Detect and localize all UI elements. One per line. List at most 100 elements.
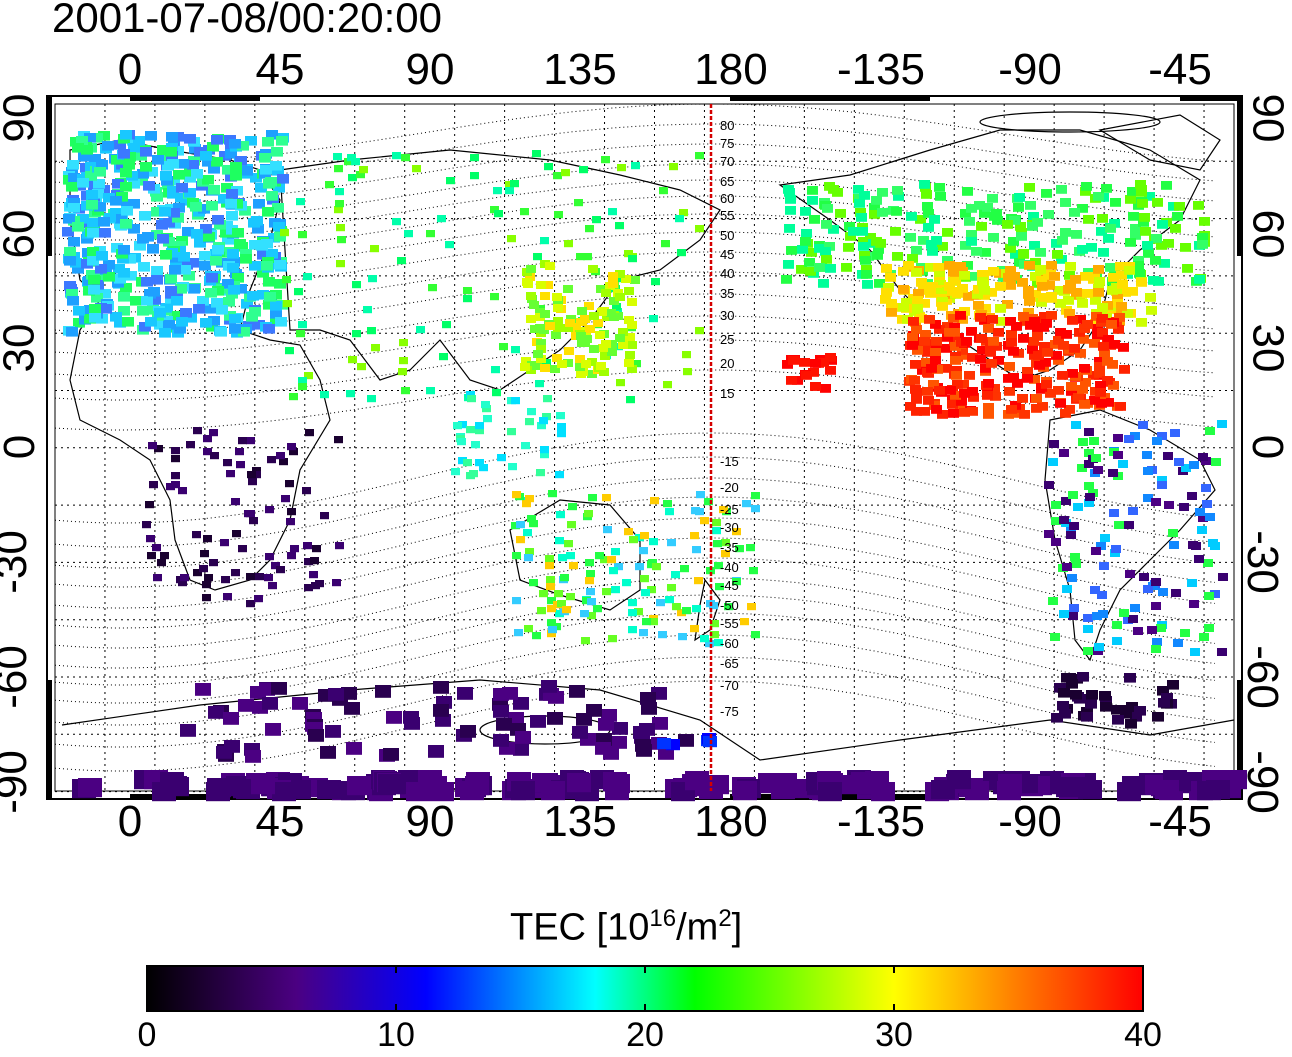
tec-cell — [887, 303, 898, 312]
tec-cell — [658, 631, 667, 639]
tec-cell — [212, 215, 224, 225]
tec-cell — [174, 324, 186, 334]
tec-cell — [966, 230, 977, 239]
tec-cell — [675, 215, 684, 223]
tec-cell — [542, 359, 551, 367]
tec-cell — [1180, 243, 1191, 252]
tec-cell — [1128, 212, 1139, 221]
tec-cell — [460, 781, 484, 801]
tec-cell — [520, 363, 530, 371]
tec-cell — [1009, 272, 1020, 281]
tec-cell — [1025, 321, 1036, 330]
tec-cell — [983, 410, 994, 419]
tec-cell — [265, 553, 274, 561]
tec-cell — [308, 729, 324, 742]
tec-cell — [1120, 709, 1132, 719]
tec-cell — [667, 539, 676, 547]
tec-cell — [1004, 387, 1015, 396]
tec-cell — [72, 222, 84, 232]
tec-cell — [751, 631, 760, 639]
tec-cell — [1077, 464, 1087, 472]
tec-cell — [66, 289, 78, 299]
tec-cell — [147, 552, 156, 560]
tec-cell — [640, 575, 649, 583]
tec-cell — [1003, 273, 1014, 282]
top-lon-label: -135 — [836, 45, 926, 94]
tec-cell — [1210, 590, 1220, 598]
tec-cell — [907, 341, 918, 350]
tec-cell — [786, 376, 797, 385]
tec-cell — [1187, 579, 1197, 587]
tec-cell — [159, 328, 171, 338]
tec-cell — [157, 559, 166, 567]
tec-cell — [941, 344, 952, 353]
tec-cell — [229, 314, 241, 324]
tec-cell — [65, 284, 77, 294]
tec-cell — [253, 199, 265, 209]
tec-cell — [601, 340, 611, 348]
tec-cell — [569, 562, 578, 570]
tec-cell — [1039, 312, 1050, 321]
tec-cell — [1088, 371, 1099, 380]
tec-cell — [1143, 494, 1153, 502]
tec-cell — [268, 582, 277, 590]
tec-cell — [543, 395, 552, 403]
tec-cell — [880, 295, 891, 304]
tec-cell — [989, 384, 1000, 393]
tec-cell — [426, 230, 435, 238]
tec-cell — [959, 271, 970, 280]
tec-cell — [587, 612, 596, 620]
tec-cell — [719, 506, 728, 514]
tec-cell — [247, 291, 259, 301]
tec-cell — [1018, 312, 1029, 321]
tec-cell — [98, 131, 110, 141]
tec-cell — [1069, 604, 1079, 612]
tec-cell — [251, 216, 263, 226]
tec-cell — [123, 160, 135, 170]
tec-cell — [886, 308, 897, 317]
tec-cell — [533, 350, 543, 358]
tec-cell — [93, 179, 105, 189]
tec-cell — [285, 347, 294, 355]
tec-cell — [199, 261, 211, 271]
tec-cell — [1148, 276, 1159, 285]
tec-cell — [237, 141, 249, 151]
tec-cell — [491, 366, 500, 374]
tec-cell — [975, 355, 986, 364]
tec-cell — [988, 337, 999, 346]
tec-cell — [860, 256, 871, 265]
tec-cell — [191, 169, 203, 179]
tec-cell — [735, 545, 744, 553]
tec-cell — [1078, 780, 1102, 800]
tec-cell — [937, 297, 948, 306]
tec-cell — [114, 274, 126, 284]
tec-cell — [547, 605, 556, 613]
tec-cell — [822, 204, 833, 213]
tec-cell — [1060, 228, 1071, 237]
tec-cell — [199, 565, 208, 573]
tec-cell — [1167, 680, 1179, 690]
tec-cell — [607, 556, 616, 564]
tec-cell — [1008, 237, 1019, 246]
tec-cell — [274, 260, 286, 270]
tec-cell — [529, 301, 539, 309]
tec-cell — [536, 281, 546, 289]
tec-cell — [221, 576, 230, 584]
tec-cell — [193, 427, 202, 435]
tec-cell — [608, 280, 618, 288]
tec-cell — [120, 130, 132, 140]
tec-cell — [357, 363, 366, 371]
tec-cell — [230, 162, 242, 172]
tec-cell — [1113, 434, 1123, 442]
tec-cell — [1071, 230, 1082, 239]
tec-cell — [527, 408, 536, 416]
tec-cell — [1044, 481, 1054, 489]
tec-cell — [885, 273, 896, 282]
tec-cell — [536, 345, 546, 353]
tec-cell — [1083, 625, 1093, 633]
tec-cell — [640, 532, 649, 540]
tec-cell — [253, 320, 265, 330]
tec-cell — [536, 339, 546, 347]
tec-cell — [399, 357, 408, 365]
tec-cell — [530, 715, 546, 728]
